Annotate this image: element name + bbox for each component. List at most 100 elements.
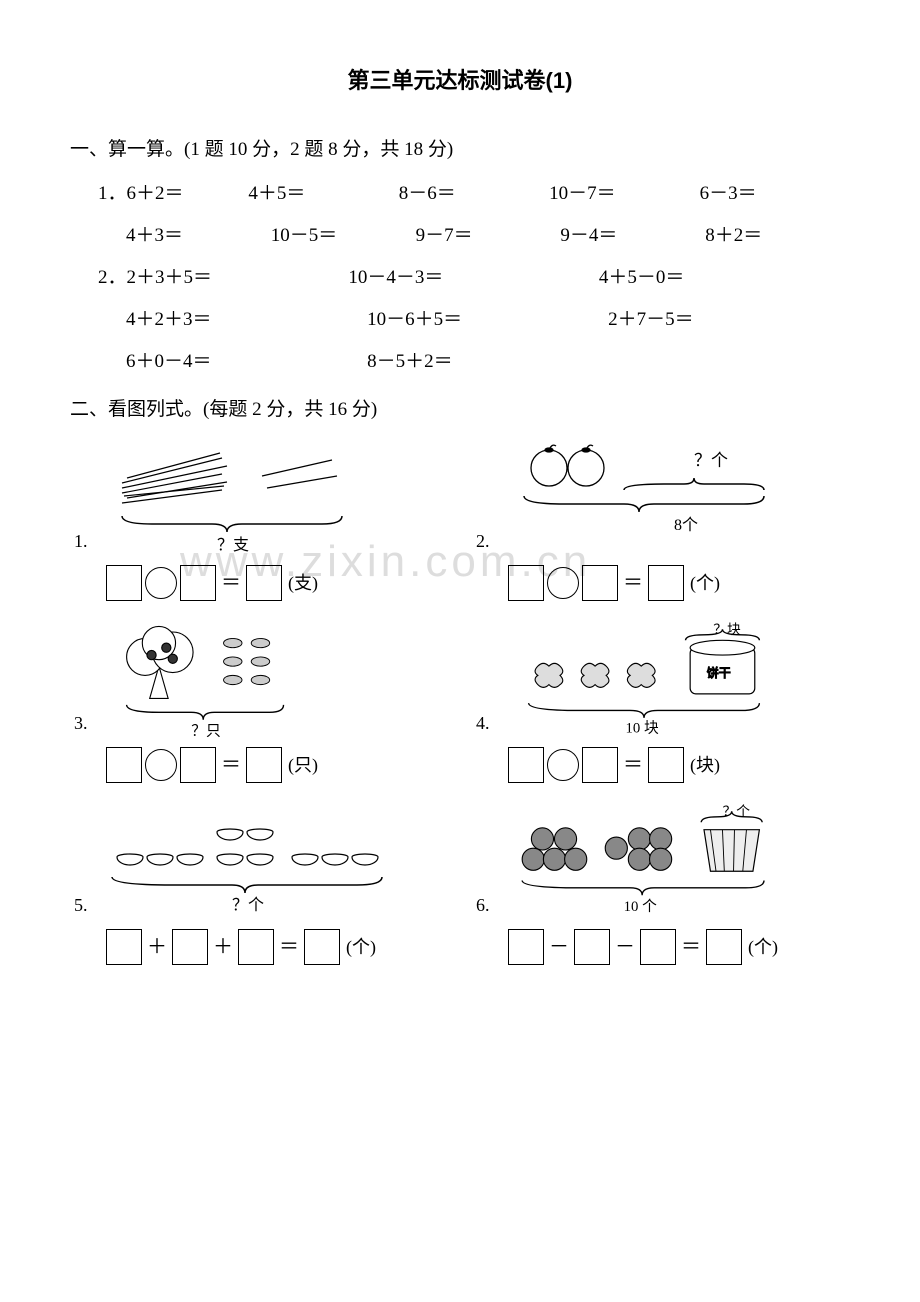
- answer-box[interactable]: [180, 747, 216, 783]
- section-2-header: 二、看图列式。(每题 2 分，共 16 分): [70, 392, 850, 428]
- cookies-picture: ？块 饼干 10 块: [494, 620, 794, 740]
- q1-row1: 1．6＋2＝ 4＋5＝ 8－6＝ 10－7＝ 6－3＝: [70, 176, 850, 212]
- problem-5: 5. ？个 ＋ ＋ ＝ (个): [74, 802, 448, 966]
- answer-box[interactable]: [574, 929, 610, 965]
- unit-label: (块): [690, 748, 720, 782]
- answer-box[interactable]: [640, 929, 676, 965]
- answer-box[interactable]: [106, 565, 142, 601]
- answer-box[interactable]: [508, 929, 544, 965]
- unit-label: (只): [288, 748, 318, 782]
- bowls-picture: ？个: [92, 802, 392, 922]
- answer-box[interactable]: [582, 565, 618, 601]
- brace-label: 10 块: [625, 720, 658, 737]
- equation-6: － － ＝ (个): [508, 928, 778, 966]
- answer-box[interactable]: [706, 929, 742, 965]
- expr: 8－6＝: [399, 176, 549, 212]
- equals: ＝: [679, 928, 703, 966]
- expr: 6－3＝: [700, 176, 850, 212]
- brace-label: ？只: [191, 724, 221, 740]
- answer-box[interactable]: [582, 747, 618, 783]
- expr: 4＋2＋3＝: [126, 302, 367, 338]
- problem-num: 4.: [476, 706, 490, 740]
- answer-box[interactable]: [238, 929, 274, 965]
- top-label: ？个: [694, 451, 728, 470]
- problem-6: 6. ？个 10 个 －: [476, 802, 850, 966]
- problem-num: 2.: [476, 524, 490, 558]
- expr: 10－4－3＝: [348, 260, 598, 296]
- answer-box[interactable]: [648, 747, 684, 783]
- expr: 8＋2＝: [705, 218, 850, 254]
- problem-num: 3.: [74, 706, 88, 740]
- equation-5: ＋ ＋ ＝ (个): [106, 928, 376, 966]
- minus: －: [547, 928, 571, 966]
- answer-box[interactable]: [106, 929, 142, 965]
- answer-box[interactable]: [172, 929, 208, 965]
- brace-label: ？支: [217, 536, 249, 554]
- expr: 10－6＋5＝: [367, 302, 608, 338]
- problem-3: 3. ？只 ＝ (只): [74, 620, 448, 784]
- problem-1: 1. ？支 ＝ (支): [74, 438, 448, 602]
- expr: 4＋3＝: [126, 218, 271, 254]
- expr: 8－5＋2＝: [367, 344, 608, 380]
- plus: ＋: [211, 928, 235, 966]
- q1-label: 1．6＋2＝: [98, 176, 248, 212]
- problem-num: 5.: [74, 888, 88, 922]
- answer-box[interactable]: [180, 565, 216, 601]
- equation-4: ＝ (块): [508, 746, 720, 784]
- equals: ＝: [219, 746, 243, 784]
- page-title: 第三单元达标测试卷(1): [70, 60, 850, 102]
- answer-box[interactable]: [246, 565, 282, 601]
- expr: 6＋0－4＝: [126, 344, 367, 380]
- problem-4: 4. ？块 饼干 10 块: [476, 620, 850, 784]
- operator-circle[interactable]: [547, 567, 579, 599]
- section-1-header: 一、算一算。(1 题 10 分，2 题 8 分，共 18 分): [70, 132, 850, 168]
- equals: ＝: [621, 564, 645, 602]
- equation-1: ＝ (支): [106, 564, 318, 602]
- answer-box[interactable]: [508, 565, 544, 601]
- pencils-picture: ？支: [92, 438, 392, 558]
- operator-circle[interactable]: [547, 749, 579, 781]
- q1-row2: 4＋3＝ 10－5＝ 9－7＝ 9－4＝ 8＋2＝: [70, 218, 850, 254]
- operator-circle[interactable]: [145, 567, 177, 599]
- expr: 4＋5－0＝: [599, 260, 849, 296]
- unit-label: (个): [690, 566, 720, 600]
- brace-label: 8个: [674, 516, 698, 534]
- expr: 2＋7－5＝: [608, 302, 849, 338]
- equals: ＝: [277, 928, 301, 966]
- svg-text:饼干: 饼干: [706, 667, 730, 681]
- q2-row1: 2．2＋3＋5＝ 10－4－3＝ 4＋5－0＝: [70, 260, 850, 296]
- apples-picture: ？个 8个: [494, 438, 794, 558]
- operator-circle[interactable]: [145, 749, 177, 781]
- expr: [608, 344, 849, 380]
- problems-grid: 1. ？支 ＝ (支): [70, 438, 850, 966]
- answer-box[interactable]: [246, 747, 282, 783]
- minus: －: [613, 928, 637, 966]
- plus: ＋: [145, 928, 169, 966]
- equals: ＝: [219, 564, 243, 602]
- equation-3: ＝ (只): [106, 746, 318, 784]
- answer-box[interactable]: [648, 565, 684, 601]
- q2-row3: 6＋0－4＝ 8－5＋2＝: [70, 344, 850, 380]
- unit-label: (个): [748, 930, 778, 964]
- brace-label: ？个: [232, 896, 264, 914]
- expr: 9－7＝: [416, 218, 561, 254]
- equation-2: ＝ (个): [508, 564, 720, 602]
- q2-label: 2．2＋3＋5＝: [98, 260, 348, 296]
- equals: ＝: [621, 746, 645, 784]
- q2-row2: 4＋2＋3＝ 10－6＋5＝ 2＋7－5＝: [70, 302, 850, 338]
- expr: 10－7＝: [549, 176, 699, 212]
- unit-label: (个): [346, 930, 376, 964]
- watermelons-picture: ？个 10 个: [494, 802, 794, 922]
- expr: 4＋5＝: [248, 176, 398, 212]
- answer-box[interactable]: [304, 929, 340, 965]
- answer-box[interactable]: [508, 747, 544, 783]
- problem-num: 6.: [476, 888, 490, 922]
- brace-label: 10 个: [623, 898, 656, 915]
- expr: 9－4＝: [560, 218, 705, 254]
- expr: 10－5＝: [271, 218, 416, 254]
- answer-box[interactable]: [106, 747, 142, 783]
- unit-label: (支): [288, 566, 318, 600]
- tree-birds-picture: ？只: [92, 620, 392, 740]
- problem-num: 1.: [74, 524, 88, 558]
- problem-2: 2. ？个 8个 ＝ (个): [476, 438, 850, 602]
